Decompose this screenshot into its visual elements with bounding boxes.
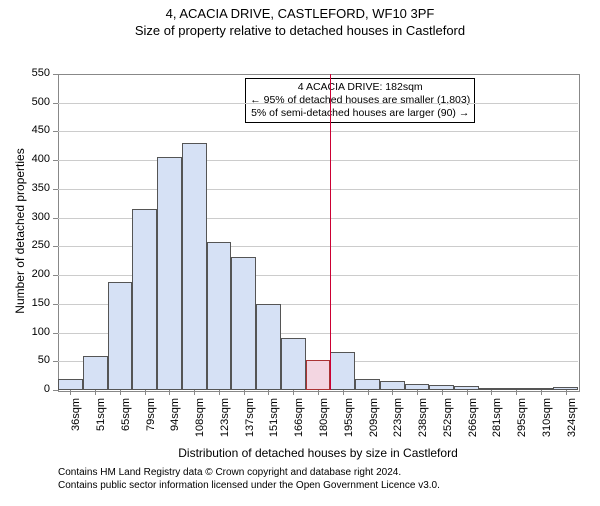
x-tick-label: 94sqm <box>169 398 181 438</box>
y-tick <box>53 304 58 305</box>
y-tick-label: 50 <box>22 354 50 366</box>
x-tick-label: 195sqm <box>343 398 355 438</box>
grid-line <box>58 160 578 161</box>
x-tick <box>318 390 319 395</box>
x-tick-label: 65sqm <box>120 398 132 438</box>
x-tick <box>566 390 567 395</box>
x-tick-label: 223sqm <box>392 398 404 438</box>
histogram-bar <box>281 338 306 390</box>
x-tick <box>467 390 468 395</box>
x-tick-label: 238sqm <box>417 398 429 438</box>
y-tick-label: 400 <box>22 153 50 165</box>
x-tick-label: 281sqm <box>491 398 503 438</box>
x-tick <box>392 390 393 395</box>
x-tick-label: 166sqm <box>293 398 305 438</box>
histogram-bar <box>306 360 331 390</box>
y-tick-label: 450 <box>22 124 50 136</box>
y-tick <box>53 333 58 334</box>
y-tick-label: 500 <box>22 96 50 108</box>
x-tick <box>169 390 170 395</box>
histogram-bar <box>132 209 157 390</box>
x-tick <box>145 390 146 395</box>
y-tick <box>53 103 58 104</box>
histogram-bar <box>83 356 108 390</box>
histogram-bar <box>108 282 133 390</box>
y-tick-label: 300 <box>22 211 50 223</box>
x-tick-label: 180sqm <box>318 398 330 438</box>
x-tick <box>120 390 121 395</box>
y-tick <box>53 74 58 75</box>
x-tick-label: 209sqm <box>368 398 380 438</box>
x-tick <box>417 390 418 395</box>
footer: Contains HM Land Registry data © Crown c… <box>58 466 440 492</box>
x-tick-label: 51sqm <box>95 398 107 438</box>
x-tick <box>268 390 269 395</box>
y-tick-label: 0 <box>22 383 50 395</box>
annotation-line: 4 ACACIA DRIVE: 182sqm <box>250 81 470 94</box>
y-tick <box>53 246 58 247</box>
x-tick <box>516 390 517 395</box>
y-tick-label: 250 <box>22 239 50 251</box>
x-tick <box>70 390 71 395</box>
y-tick-label: 350 <box>22 182 50 194</box>
x-tick-label: 36sqm <box>70 398 82 438</box>
y-tick-label: 100 <box>22 326 50 338</box>
x-tick <box>95 390 96 395</box>
y-tick <box>53 160 58 161</box>
x-tick <box>194 390 195 395</box>
y-tick <box>53 275 58 276</box>
x-tick-label: 252sqm <box>442 398 454 438</box>
histogram-bar <box>207 242 232 390</box>
x-axis-label: Distribution of detached houses by size … <box>58 446 578 460</box>
x-tick-label: 266sqm <box>467 398 479 438</box>
y-axis-label: Number of detached properties <box>13 141 27 321</box>
x-tick <box>343 390 344 395</box>
y-tick-label: 550 <box>22 67 50 79</box>
x-tick <box>491 390 492 395</box>
chart-container: 4, ACACIA DRIVE, CASTLEFORD, WF10 3PF Si… <box>0 6 600 506</box>
footer-line: Contains public sector information licen… <box>58 479 440 492</box>
histogram-bar <box>330 352 355 390</box>
footer-line: Contains HM Land Registry data © Crown c… <box>58 466 440 479</box>
x-tick <box>442 390 443 395</box>
grid-line <box>58 131 578 132</box>
grid-line <box>58 103 578 104</box>
x-tick-label: 108sqm <box>194 398 206 438</box>
histogram-bar <box>58 379 83 390</box>
histogram-bar <box>157 157 182 390</box>
x-tick-label: 151sqm <box>268 398 280 438</box>
x-tick-label: 79sqm <box>145 398 157 438</box>
x-tick-label: 295sqm <box>516 398 528 438</box>
x-tick <box>368 390 369 395</box>
x-tick-label: 310sqm <box>541 398 553 438</box>
x-tick-label: 137sqm <box>244 398 256 438</box>
y-tick <box>53 390 58 391</box>
histogram-bar <box>182 143 207 390</box>
annotation-line: 5% of semi-detached houses are larger (9… <box>250 107 470 120</box>
y-tick <box>53 189 58 190</box>
annotation-box: 4 ACACIA DRIVE: 182sqm ← 95% of detached… <box>245 78 475 123</box>
reference-line <box>330 74 331 390</box>
title-sub: Size of property relative to detached ho… <box>0 23 600 38</box>
x-tick <box>244 390 245 395</box>
x-tick <box>541 390 542 395</box>
title-main: 4, ACACIA DRIVE, CASTLEFORD, WF10 3PF <box>0 6 600 21</box>
x-tick <box>219 390 220 395</box>
annotation-line: ← 95% of detached houses are smaller (1,… <box>250 94 470 107</box>
histogram-bar <box>256 304 281 390</box>
histogram-bar <box>231 257 256 390</box>
y-tick-label: 150 <box>22 297 50 309</box>
y-tick <box>53 131 58 132</box>
grid-line <box>58 189 578 190</box>
y-tick <box>53 218 58 219</box>
x-tick <box>293 390 294 395</box>
histogram-bar <box>380 381 405 390</box>
histogram-bar <box>355 379 380 390</box>
y-tick-label: 200 <box>22 268 50 280</box>
y-tick <box>53 361 58 362</box>
x-tick-label: 123sqm <box>219 398 231 438</box>
x-tick-label: 324sqm <box>566 398 578 438</box>
